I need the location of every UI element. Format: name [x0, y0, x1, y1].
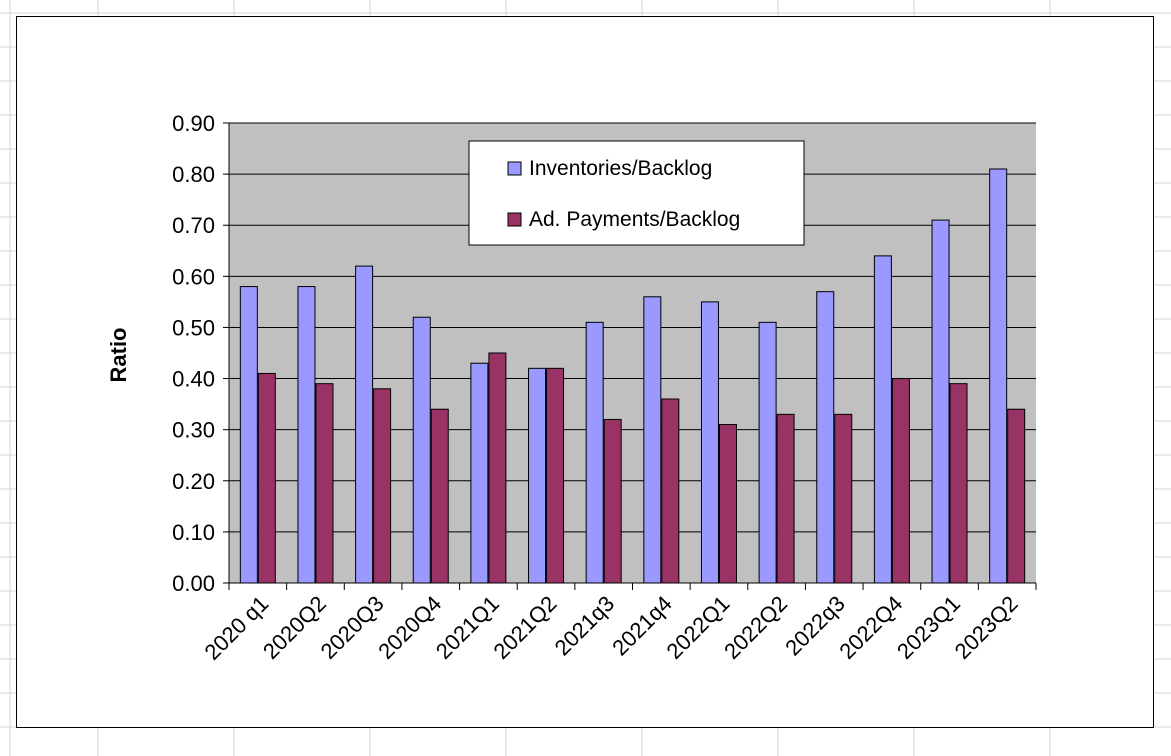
y-tick-label: 0.40 — [172, 367, 215, 392]
bar-ad-payments — [949, 383, 968, 584]
bar-inventories — [239, 286, 258, 584]
bar-ad-payments — [718, 424, 737, 584]
bar-ad-payments — [373, 388, 392, 584]
bar-inventories — [700, 301, 719, 584]
chart-area[interactable]: 0.00 0.10 0.20 0.30 0.40 0.50 0.60 0.70 0.80 0.90… — [16, 16, 1154, 728]
bar-ad-payments — [546, 367, 565, 584]
legend-swatch-inventories — [507, 161, 522, 176]
x-tick-label: 2020Q4 — [373, 591, 446, 664]
bar-inventories — [931, 219, 950, 584]
bar-ad-payments — [603, 418, 622, 584]
bar-inventories — [297, 286, 316, 584]
legend-swatch-ad-payments — [507, 212, 522, 227]
y-tick-label: 0.50 — [172, 315, 215, 340]
x-tick-label: 2020Q3 — [316, 591, 389, 664]
bar-ad-payments — [488, 352, 507, 584]
x-tick-label: 2023Q2 — [950, 591, 1023, 664]
bar-inventories — [873, 255, 892, 584]
bar-inventories — [585, 321, 604, 584]
bar-ad-payments — [257, 372, 276, 584]
y-tick-label: 0.20 — [172, 469, 215, 494]
bar-ad-payments — [430, 408, 449, 584]
bar-inventories — [643, 296, 662, 584]
bar-inventories — [816, 291, 835, 584]
x-tick-label: 2021Q2 — [489, 591, 562, 664]
bar-ad-payments — [834, 413, 853, 584]
y-tick-label: 0.60 — [172, 264, 215, 289]
bar-ad-payments — [661, 398, 680, 584]
legend[interactable]: Inventories/Backlog Ad. Payments/Backlog — [468, 140, 805, 246]
bar-inventories — [989, 168, 1008, 584]
bars — [239, 168, 1026, 584]
chart-svg: 0.00 0.10 0.20 0.30 0.40 0.50 0.60 0.70 0.80 0.90… — [106, 111, 1037, 665]
y-tick-label: 0.30 — [172, 418, 215, 443]
x-tick-label: 2021q3 — [550, 591, 620, 661]
x-tick-label: 2023Q1 — [892, 591, 965, 664]
x-tick-label: 2021Q1 — [431, 591, 504, 664]
bar-inventories — [355, 265, 374, 584]
bar-inventories — [470, 362, 489, 584]
x-tick-label: 2022Q4 — [834, 591, 907, 664]
x-tick-labels: 2020 q12020Q22020Q32020Q42021Q12021Q2202… — [199, 591, 1022, 665]
bar-inventories — [412, 316, 431, 584]
y-tick-label: 0.90 — [172, 111, 215, 136]
bar-ad-payments — [315, 383, 334, 584]
legend-label-ad-payments: Ad. Payments/Backlog — [529, 208, 740, 231]
x-tick-label: 2020Q2 — [258, 591, 331, 664]
y-tick-label: 0.00 — [172, 571, 215, 596]
y-axis-title: Ratio — [106, 328, 131, 383]
legend-label-inventories: Inventories/Backlog — [529, 157, 712, 180]
bar-ad-payments — [1007, 408, 1026, 584]
y-tick-label: 0.10 — [172, 520, 215, 545]
bar-ad-payments — [891, 378, 910, 584]
y-tick-label: 0.70 — [172, 213, 215, 238]
bar-inventories — [528, 367, 547, 584]
legend-box — [468, 140, 805, 246]
y-tick-label: 0.80 — [172, 162, 215, 187]
x-tick-label: 2022Q1 — [661, 591, 734, 664]
x-tick-label: 2022Q2 — [719, 591, 792, 664]
bar-ad-payments — [776, 413, 795, 584]
axes — [223, 122, 1037, 590]
bar-inventories — [758, 321, 777, 584]
x-tick-label: 2020 q1 — [199, 591, 273, 665]
y-tick-labels: 0.00 0.10 0.20 0.30 0.40 0.50 0.60 0.70 0.80 0.90 — [172, 111, 215, 596]
